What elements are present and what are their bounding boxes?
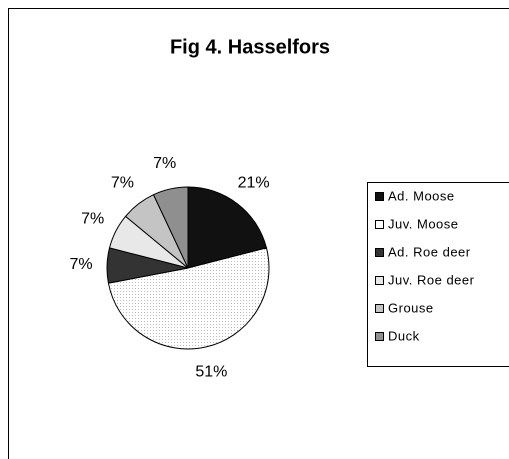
legend-label: Ad. Moose	[388, 188, 455, 203]
legend-swatch	[375, 304, 384, 313]
legend-swatch	[375, 248, 384, 257]
pie-slice	[107, 247, 270, 350]
legend-swatch	[375, 192, 384, 201]
legend-swatch	[375, 220, 384, 229]
data-label: 7%	[153, 155, 176, 172]
legend-label: Juv. Moose	[388, 216, 459, 231]
legend-label: Ad. Roe deer	[388, 244, 471, 259]
legend-swatch	[375, 276, 384, 285]
data-label: 7%	[81, 211, 104, 228]
data-label: 7%	[69, 256, 92, 273]
legend-label: Juv. Roe deer	[388, 272, 475, 287]
legend-label: Duck	[388, 328, 420, 343]
legend-box	[367, 182, 509, 367]
data-label: 21%	[238, 175, 270, 192]
legend-swatch	[375, 332, 384, 341]
pie-slice	[187, 186, 268, 269]
pie-slice	[152, 186, 189, 269]
legend-label: Grouse	[388, 300, 434, 315]
data-label: 7%	[111, 175, 134, 192]
chart-title: Fig 4. Hasselfors	[170, 36, 330, 58]
data-label: 51%	[195, 364, 227, 381]
